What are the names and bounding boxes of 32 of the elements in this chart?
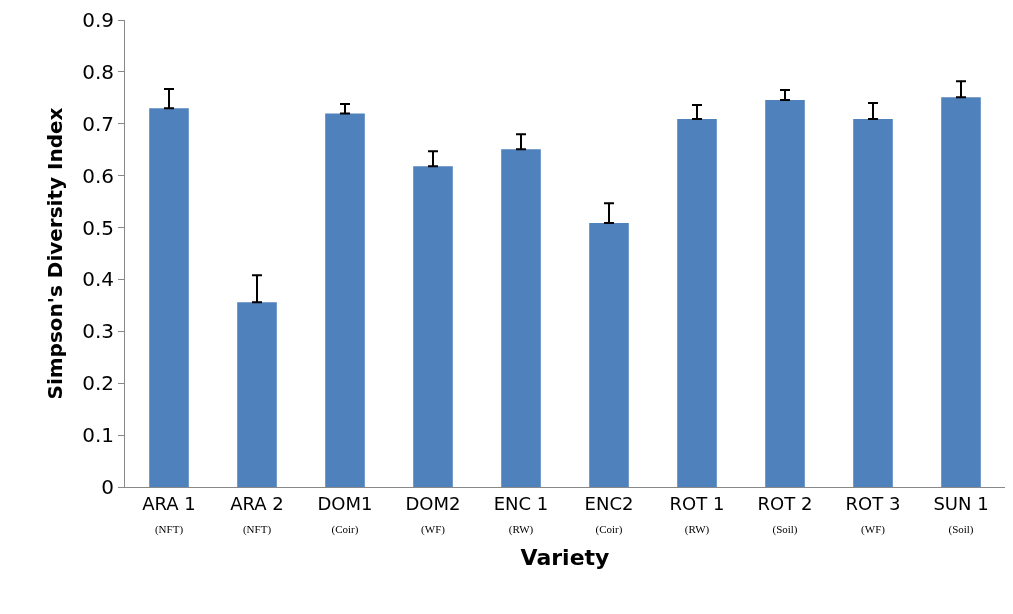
x-tick-label: ROT 2 (Soil) <box>757 492 813 536</box>
y-tick-label: 0 <box>101 475 114 499</box>
y-tick-label: 0.4 <box>82 267 114 292</box>
y-tick-label: 0.6 <box>82 163 114 188</box>
x-tick-label: SUN 1 (Soil) <box>933 492 989 536</box>
y-tick-label: 0.8 <box>82 59 114 84</box>
x-tick-label: ROT 1 (RW) <box>669 492 725 536</box>
x-axis-title: Variety <box>520 544 610 570</box>
x-tick-label: ROT 3 (WF) <box>845 492 901 536</box>
y-axis-title: Simpson's Diversity Index <box>42 107 67 400</box>
bar <box>677 119 717 487</box>
x-tick-label: ARA 1 (NFT) <box>142 492 196 536</box>
x-tick-label: ARA 2 (NFT) <box>230 492 284 536</box>
bar <box>765 99 805 487</box>
bar <box>501 149 541 487</box>
bar <box>941 97 981 487</box>
bar <box>325 113 365 487</box>
y-tick-label: 0.7 <box>82 111 114 136</box>
x-tick-label: ENC 1 (RW) <box>493 492 549 536</box>
bar <box>589 222 629 487</box>
bar <box>413 166 453 487</box>
y-tick-label: 0.5 <box>82 215 114 240</box>
y-tick-label: 0.9 <box>82 8 114 32</box>
bar <box>853 119 893 487</box>
x-tick-label: ENC2 (Coir) <box>584 492 634 536</box>
y-tick-label: 0.2 <box>82 371 114 396</box>
x-tick-label: DOM1 (Coir) <box>317 492 373 536</box>
y-tick-label: 0.1 <box>82 423 114 448</box>
x-tick-label: DOM2 (WF) <box>405 492 461 536</box>
y-tick-label: 0.3 <box>82 319 114 344</box>
bar <box>149 108 189 487</box>
bar <box>237 302 277 487</box>
